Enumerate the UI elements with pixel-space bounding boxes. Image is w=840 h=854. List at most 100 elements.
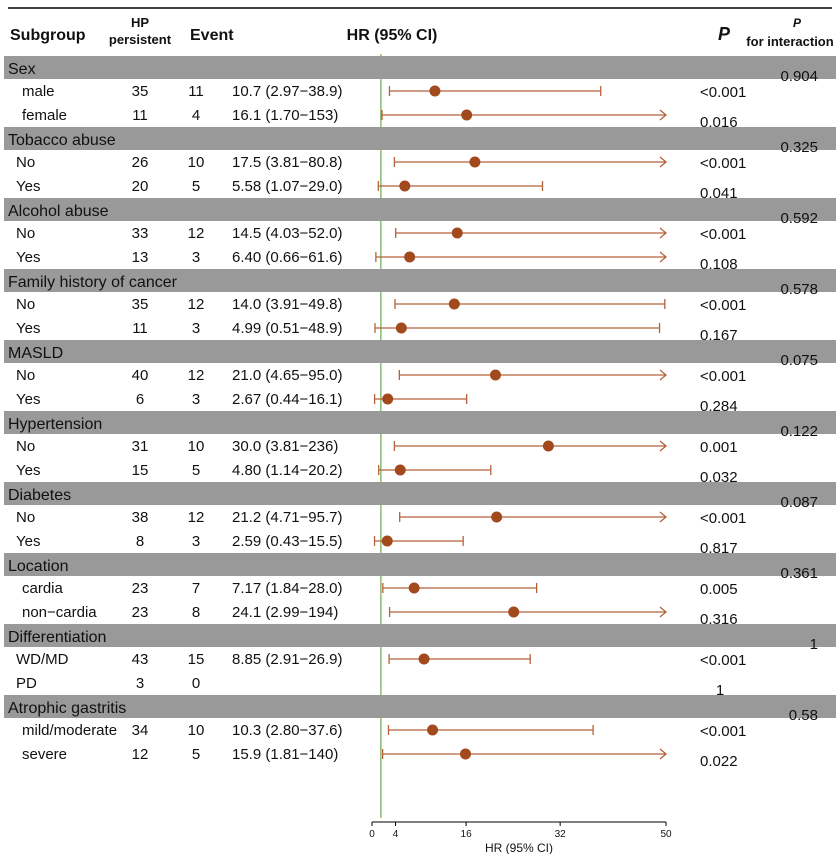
row-hr-ci: 8.85 (2.91−26.9) [232, 651, 343, 668]
row-event: 11 [188, 83, 204, 100]
row-event: 3 [192, 533, 200, 550]
row-p-value: 0.108 [700, 256, 738, 273]
row-hr-ci: 10.7 (2.97−38.9) [232, 83, 343, 100]
row-label: non−cardia [22, 604, 97, 621]
row-label: No [16, 154, 35, 171]
row-p-value: <0.001 [700, 510, 746, 527]
row-p-value: 0.316 [700, 611, 738, 628]
row-p-value: 0.032 [700, 469, 738, 486]
row-p-value: <0.001 [700, 226, 746, 243]
group-band [4, 624, 836, 647]
row-hr-ci: 30.0 (3.81−236) [232, 438, 338, 455]
x-tick-label: 50 [660, 829, 672, 840]
row-label: No [16, 509, 35, 526]
row-p-value: <0.001 [700, 368, 746, 385]
row-hp-persistent: 6 [136, 391, 144, 408]
row-p-value: <0.001 [700, 155, 746, 172]
p-interaction: 0.361 [780, 565, 818, 582]
row-hr-ci: 2.67 (0.44−16.1) [232, 391, 343, 408]
ci-arrow [659, 440, 668, 452]
row-label: No [16, 438, 35, 455]
row-label: PD [16, 675, 37, 692]
row-hp-persistent: 11 [132, 320, 148, 337]
row-hp-persistent: 31 [132, 438, 149, 455]
row-label: Yes [16, 462, 40, 479]
p-interaction: 0.087 [780, 494, 818, 511]
group-band [4, 269, 836, 292]
x-tick-label: 16 [461, 829, 473, 840]
row-hp-persistent: 33 [132, 225, 149, 242]
row-hp-persistent: 23 [132, 580, 149, 597]
row-p-value: 0.001 [700, 439, 738, 456]
group-band [4, 695, 836, 718]
group-label: MASLD [8, 345, 63, 362]
row-hp-persistent: 35 [132, 296, 149, 313]
row-hp-persistent: 26 [132, 154, 149, 171]
header-pint-label: for interaction [746, 34, 833, 49]
row-hp-persistent: 12 [132, 746, 149, 763]
row-p-value: 0.005 [700, 581, 738, 598]
group-label: Hypertension [8, 416, 102, 433]
row-label: mild/moderate [22, 722, 117, 739]
row-hr-ci: 14.5 (4.03−52.0) [232, 225, 343, 242]
group-band [4, 56, 836, 79]
row-hr-ci: 17.5 (3.81−80.8) [232, 154, 343, 171]
header-pint-p: P [793, 16, 802, 30]
row-event: 0 [192, 675, 200, 692]
header-subgroup: Subgroup [10, 27, 86, 44]
row-label: Yes [16, 249, 40, 266]
ci-arrow [659, 369, 668, 381]
row-p-value: 1 [716, 682, 724, 699]
row-hr-ci: 4.80 (1.14−20.2) [232, 462, 343, 479]
header-p: P [718, 24, 731, 44]
group-band [4, 553, 836, 576]
hr-point [489, 369, 501, 381]
ci-arrow [659, 748, 668, 760]
hr-point [382, 393, 394, 405]
hr-point [395, 322, 407, 334]
row-label: Yes [16, 391, 40, 408]
p-interaction: 0.578 [780, 281, 818, 298]
row-hp-persistent: 23 [132, 604, 149, 621]
row-p-value: <0.001 [700, 723, 746, 740]
row-p-value: <0.001 [700, 297, 746, 314]
p-interaction: 0.325 [780, 139, 818, 156]
row-event: 3 [192, 391, 200, 408]
hr-point [429, 85, 441, 97]
row-label: No [16, 225, 35, 242]
row-hp-persistent: 13 [132, 249, 149, 266]
ci-arrow [659, 606, 668, 618]
group-label: Tobacco abuse [8, 132, 116, 149]
row-event: 10 [188, 438, 205, 455]
ci-arrow [659, 156, 668, 168]
row-event: 5 [192, 746, 200, 763]
group-band [4, 127, 836, 150]
group-label: Atrophic gastritis [8, 700, 126, 717]
row-label: Yes [16, 320, 40, 337]
group-label: Differentiation [8, 629, 106, 646]
row-event: 5 [192, 462, 200, 479]
row-p-value: 0.167 [700, 327, 738, 344]
header-persistent: persistent [109, 32, 172, 47]
row-label: Yes [16, 178, 40, 195]
hr-point [542, 440, 554, 452]
row-hr-ci: 24.1 (2.99−194) [232, 604, 338, 621]
hr-point [448, 298, 460, 310]
row-event: 12 [188, 509, 205, 526]
row-event: 15 [188, 651, 205, 668]
ci-arrow [659, 227, 668, 239]
row-p-value: 0.041 [700, 185, 738, 202]
row-label: Yes [16, 533, 40, 550]
row-label: No [16, 296, 35, 313]
row-event: 7 [192, 580, 200, 597]
row-event: 3 [192, 320, 200, 337]
row-hp-persistent: 11 [132, 107, 148, 124]
row-hp-persistent: 15 [132, 462, 149, 479]
hr-point [491, 511, 503, 523]
group-label: Sex [8, 61, 36, 78]
row-hr-ci: 15.9 (1.81−140) [232, 746, 338, 763]
hr-point [418, 653, 430, 665]
row-event: 3 [192, 249, 200, 266]
row-label: male [22, 83, 55, 100]
row-hr-ci: 21.0 (4.65−95.0) [232, 367, 343, 384]
